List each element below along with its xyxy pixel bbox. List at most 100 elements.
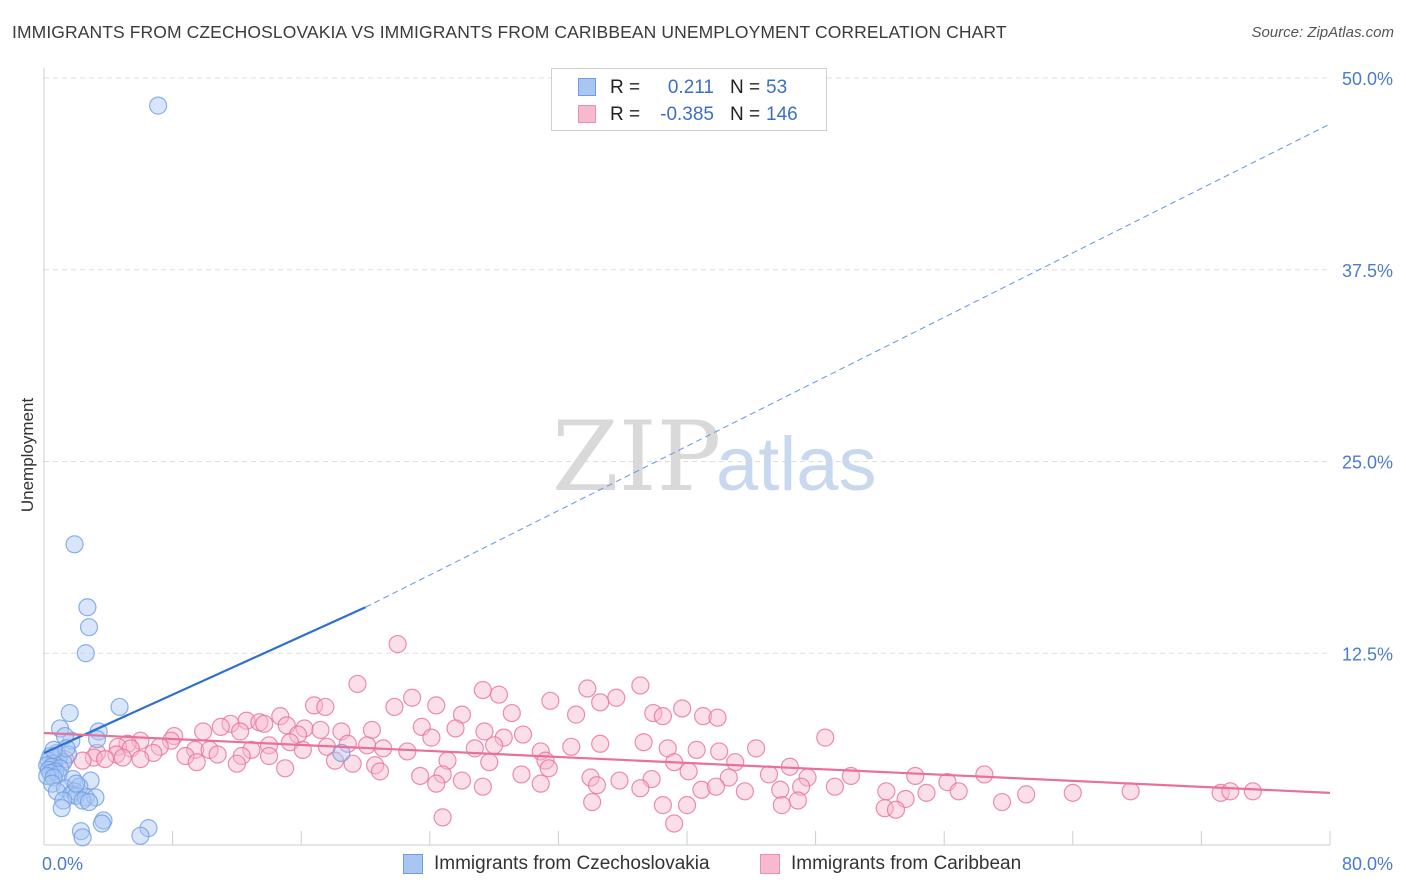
data-point <box>917 783 936 802</box>
data-point <box>385 697 404 717</box>
data-point <box>211 717 230 736</box>
data-point <box>113 748 132 767</box>
data-point <box>149 96 168 115</box>
data-point <box>539 759 558 778</box>
data-point <box>427 696 446 715</box>
data-point <box>54 791 73 810</box>
data-point <box>311 720 330 740</box>
data-point <box>1121 782 1140 801</box>
data-point <box>110 697 129 717</box>
data-point <box>587 776 607 795</box>
data-point <box>71 822 91 841</box>
data-point <box>706 777 726 796</box>
x-tick-label: 0.0% <box>42 854 83 874</box>
data-point <box>591 734 610 753</box>
data-point <box>591 693 610 712</box>
data-point <box>747 739 766 758</box>
data-point <box>176 746 195 766</box>
stats-swatch-czechoslovakia <box>578 78 596 96</box>
data-point <box>343 754 362 773</box>
chart-title: IMMIGRANTS FROM CZECHOSLOVAKIA VS IMMIGR… <box>12 22 1007 42</box>
data-point <box>131 749 150 769</box>
data-point <box>79 792 99 812</box>
data-point <box>242 740 261 759</box>
data-point <box>433 765 452 784</box>
y-tick-label: 50.0% <box>1342 69 1393 89</box>
data-point <box>719 768 738 787</box>
data-point <box>1243 782 1262 801</box>
data-point <box>60 703 79 723</box>
data-point <box>531 774 550 793</box>
data-point <box>1221 782 1240 801</box>
r-label: R = <box>610 104 641 125</box>
data-point <box>673 699 692 718</box>
legend-label: Immigrants from Caribbean <box>791 853 1022 874</box>
chart-source: Source: ZipAtlas.com <box>1251 24 1394 41</box>
data-point <box>607 688 626 707</box>
axes <box>43 68 1331 846</box>
data-point <box>187 753 206 772</box>
data-point <box>73 791 92 810</box>
data-point <box>665 814 684 833</box>
data-point <box>388 634 407 654</box>
y-tick-label: 12.5% <box>1342 644 1393 664</box>
tick-labels: 12.5% 25.0% 37.5% 50.0% 0.0% 80.0% <box>42 69 1393 874</box>
data-point <box>161 731 181 750</box>
data-point <box>422 728 441 747</box>
data-point <box>610 771 629 790</box>
data-point <box>1063 783 1082 802</box>
stats-row-czechoslovakia: R = 0.211 N = 53 <box>552 74 826 100</box>
data-point <box>677 796 697 815</box>
data-point <box>473 680 492 700</box>
legend-swatch-caribbean <box>760 854 780 874</box>
data-point <box>512 765 531 784</box>
data-point <box>566 705 586 724</box>
data-point <box>772 796 791 815</box>
watermark: ZIP atlas <box>552 401 877 513</box>
data-point <box>452 771 472 790</box>
trend-lines <box>43 123 1331 794</box>
data-point <box>735 782 754 801</box>
data-point <box>634 733 653 752</box>
y-tick-label: 37.5% <box>1342 261 1393 281</box>
data-point <box>94 811 113 830</box>
n-value: 53 <box>766 77 788 98</box>
watermark-atlas: atlas <box>716 422 877 507</box>
data-point <box>480 753 499 772</box>
data-point <box>679 762 698 781</box>
r-value: 0.211 <box>667 77 714 98</box>
data-point <box>427 774 446 793</box>
data-point <box>52 799 71 818</box>
data-point <box>759 765 779 784</box>
trend-line-caribbean <box>43 731 1331 794</box>
data-point <box>65 535 84 554</box>
data-point <box>78 598 97 617</box>
data-point <box>47 782 66 801</box>
data-point <box>541 691 560 710</box>
data-point <box>494 728 513 747</box>
data-point <box>975 765 994 784</box>
data-point <box>489 685 509 704</box>
data-point <box>259 746 279 766</box>
data-point <box>949 782 968 801</box>
n-label: N = <box>730 77 761 98</box>
r-value: -0.385 <box>660 104 714 125</box>
data-point <box>687 740 706 759</box>
data-point <box>473 777 492 796</box>
data-point <box>653 707 672 726</box>
y-tick-label: 25.0% <box>1342 453 1393 473</box>
data-point <box>227 754 246 773</box>
data-point <box>877 782 896 801</box>
data-point <box>95 749 115 769</box>
data-point <box>208 745 227 764</box>
n-value: 146 <box>766 104 798 125</box>
data-point <box>44 740 63 759</box>
data-point <box>886 800 906 819</box>
r-label: R = <box>610 77 641 98</box>
data-point <box>583 792 602 812</box>
data-point <box>194 722 213 741</box>
data-point <box>513 725 533 744</box>
data-point <box>825 777 844 796</box>
legend-swatch-czechoslovakia <box>403 854 423 874</box>
